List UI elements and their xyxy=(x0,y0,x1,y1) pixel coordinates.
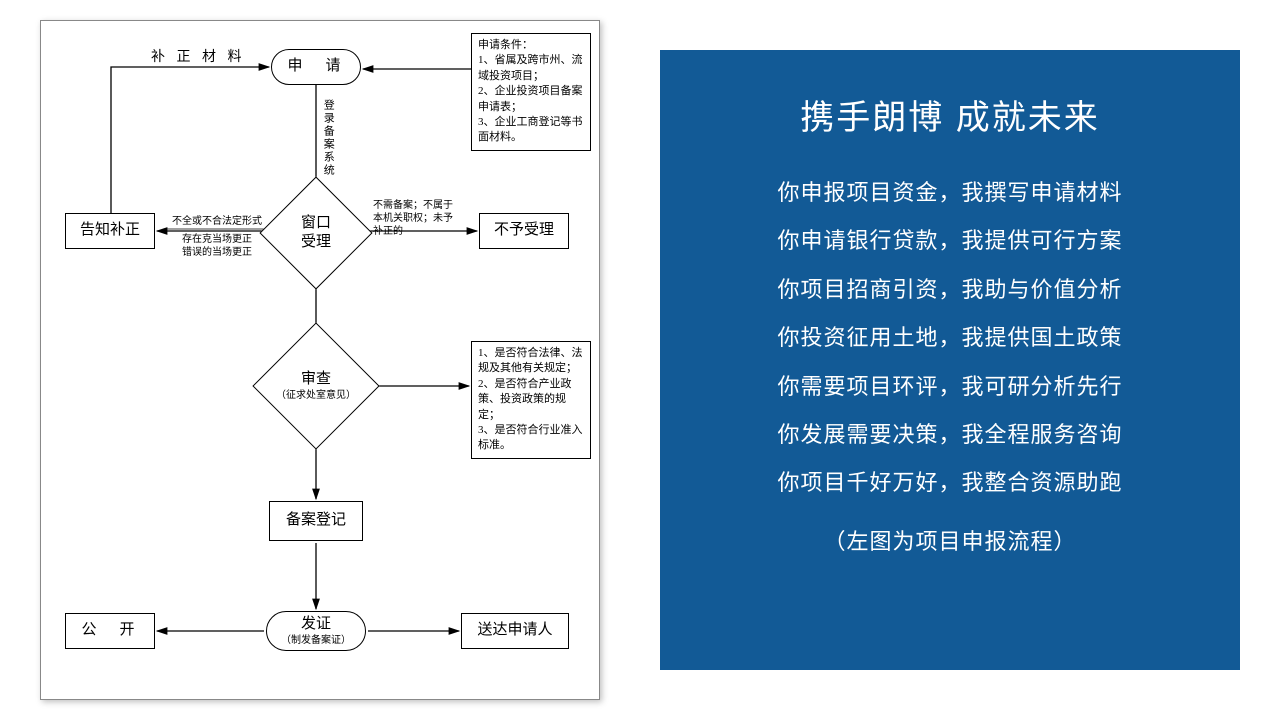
node-issue-sub: （制发备案证） xyxy=(281,634,351,647)
edge-onsite: 存在克当场更正 错误的当场更正 xyxy=(163,233,271,259)
node-window-label: 窗口受理 xyxy=(301,215,331,251)
node-review: 审查 （征求处室意见） xyxy=(271,341,361,431)
node-register: 备案登记 xyxy=(269,501,363,541)
info-review-criteria: 1、是否符合法律、法规及其他有关规定； 2、是否符合产业政策、投资政策的规定； … xyxy=(471,341,591,459)
promo-line: 你投资征用土地，我提供国土政策 xyxy=(690,314,1210,362)
crit-line: 3、是否符合行业准入标准。 xyxy=(478,423,584,454)
edge-no-need: 不需备案；不属于 本机关职权；未予 补正的 xyxy=(373,199,473,238)
cond-line: 2、企业投资项目备案申请表； xyxy=(478,84,584,115)
flowchart-panel: 申 请 告知补正 窗口受理 不予受理 审查 （征求处室意见） 备案登记 发证 （… xyxy=(40,20,600,700)
cond-line: 3、企业工商登记等书面材料。 xyxy=(478,115,584,146)
promo-line: 你项目千好万好，我整合资源助跑 xyxy=(690,459,1210,507)
node-window: 窗口受理 xyxy=(276,193,356,273)
cond-line: 1、省属及跨市州、流域投资项目； xyxy=(478,53,584,84)
promo-line: 你项目招商引资，我助与价值分析 xyxy=(690,266,1210,314)
promo-footer: （左图为项目申报流程） xyxy=(690,518,1210,566)
crit-line: 1、是否符合法律、法规及其他有关规定； xyxy=(478,346,584,377)
edge-login-sys: 登录备案系统 xyxy=(321,99,335,177)
node-apply: 申 请 xyxy=(271,49,361,85)
node-deliver: 送达申请人 xyxy=(461,613,569,649)
node-review-sub: （征求处室意见） xyxy=(276,389,356,402)
node-public: 公 开 xyxy=(65,613,155,649)
node-notify: 告知补正 xyxy=(65,213,155,249)
node-reject: 不予受理 xyxy=(479,213,569,249)
promo-line: 你申报项目资金，我撰写申请材料 xyxy=(690,169,1210,217)
crit-line: 2、是否符合产业政策、投资政策的规定； xyxy=(478,377,584,423)
promo-panel: 携手朗博 成就未来 你申报项目资金，我撰写申请材料 你申请银行贷款，我提供可行方… xyxy=(660,50,1240,670)
info-conditions: 申请条件： 1、省属及跨市州、流域投资项目； 2、企业投资项目备案申请表； 3、… xyxy=(471,33,591,151)
node-issue: 发证 （制发备案证） xyxy=(266,611,366,651)
node-issue-label: 发证 xyxy=(301,615,331,635)
promo-line: 你需要项目环评，我可研分析先行 xyxy=(690,363,1210,411)
promo-line: 你申请银行贷款，我提供可行方案 xyxy=(690,217,1210,265)
edge-buzheng: 补 正 材 料 xyxy=(151,49,246,67)
node-review-label: 审查 xyxy=(276,370,356,390)
cond-line: 申请条件： xyxy=(478,38,584,53)
edge-incomplete: 不全或不合法定形式 xyxy=(163,215,271,228)
promo-line: 你发展需要决策，我全程服务咨询 xyxy=(690,411,1210,459)
promo-title: 携手朗博 成就未来 xyxy=(690,90,1210,139)
